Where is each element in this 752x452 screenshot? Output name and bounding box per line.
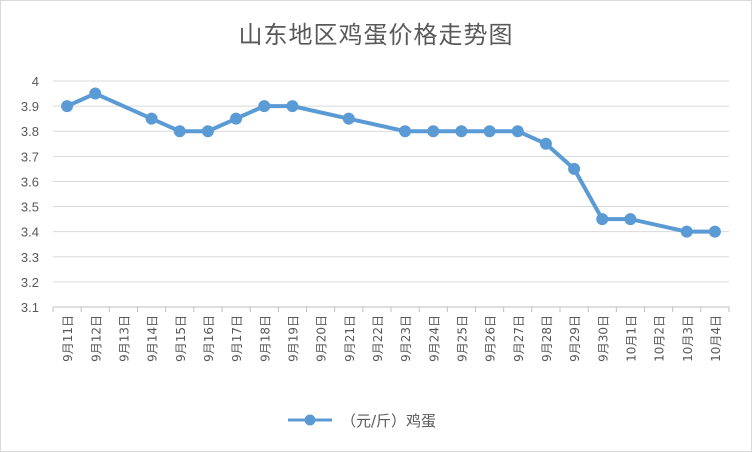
data-point <box>173 125 186 138</box>
y-tick-label: 3.6 <box>21 174 39 189</box>
data-point <box>89 87 102 100</box>
data-point <box>568 162 581 175</box>
x-tick-label: 9月21日 <box>343 315 357 362</box>
y-tick-label: 3.9 <box>21 99 39 114</box>
data-point <box>399 125 412 138</box>
y-tick-label: 3.3 <box>21 250 39 265</box>
y-tick-label: 3.5 <box>21 200 39 215</box>
x-tick-label: 9月23日 <box>399 315 413 362</box>
x-tick-label: 9月17日 <box>230 315 244 362</box>
x-tick-label: 9月13日 <box>117 315 131 362</box>
data-point <box>483 125 496 138</box>
x-tick-label: 9月18日 <box>258 315 272 362</box>
x-tick-label: 9月29日 <box>568 315 582 362</box>
data-point <box>145 112 158 125</box>
x-axis <box>52 306 730 312</box>
x-tick-label: 9月19日 <box>286 315 300 362</box>
x-tick-label: 9月26日 <box>484 315 498 362</box>
legend: （元/斤）鸡蛋 <box>288 412 436 430</box>
x-tick-label: 9月25日 <box>455 315 469 362</box>
data-point <box>201 125 214 138</box>
legend-label: （元/斤）鸡蛋 <box>341 412 436 430</box>
y-tick-label: 3.2 <box>21 275 39 290</box>
x-tick-label: 9月24日 <box>427 315 441 362</box>
x-tick-label: 9月30日 <box>596 315 610 362</box>
x-tick-label: 10月4日 <box>709 315 723 362</box>
x-tick-label: 9月28日 <box>540 315 554 362</box>
data-point <box>427 125 440 138</box>
x-tick-label: 10月2日 <box>653 315 667 362</box>
x-tick-label: 10月3日 <box>681 315 695 362</box>
data-point <box>258 100 271 113</box>
series-line <box>65 91 717 234</box>
x-tick-label: 10月1日 <box>624 315 638 362</box>
y-tick-label: 3.4 <box>21 225 39 240</box>
y-tick-label: 3.8 <box>21 124 39 139</box>
y-tick-label: 3.1 <box>21 300 39 315</box>
x-tick-label: 9月15日 <box>174 315 188 362</box>
x-tick-label: 9月14日 <box>146 315 160 362</box>
x-tick-label: 9月11日 <box>61 315 75 362</box>
data-point <box>596 213 609 226</box>
series-egg-price <box>61 87 721 238</box>
data-point <box>624 213 637 226</box>
x-tick-label: 9月16日 <box>202 315 216 362</box>
data-point <box>539 137 552 150</box>
y-axis-ticks: 3.1 3.2 3.3 3.4 3.5 3.6 3.7 3.8 3.9 4 <box>21 74 39 315</box>
x-tick-label: 9月20日 <box>315 315 329 362</box>
x-axis-ticks: 9月11日 9月12日 9月13日 9月14日 9月15日 9月16日 9月17日 9月18日… <box>61 315 723 362</box>
data-point <box>455 125 468 138</box>
x-tick-label: 9月22日 <box>371 315 385 362</box>
y-tick-label: 3.7 <box>21 149 39 164</box>
data-point <box>708 225 721 238</box>
gridlines <box>53 80 729 283</box>
data-point <box>286 100 299 113</box>
legend-point-marker <box>304 414 316 426</box>
chart-title: 山东地区鸡蛋价格走势图 <box>238 21 514 49</box>
data-point <box>61 100 74 113</box>
y-tick-label: 4 <box>32 74 39 89</box>
x-tick-label: 9月27日 <box>512 315 526 362</box>
x-tick-label: 9月12日 <box>89 315 103 362</box>
data-point <box>680 225 693 238</box>
data-point <box>230 112 243 125</box>
data-point <box>511 125 524 138</box>
data-point <box>342 112 355 125</box>
